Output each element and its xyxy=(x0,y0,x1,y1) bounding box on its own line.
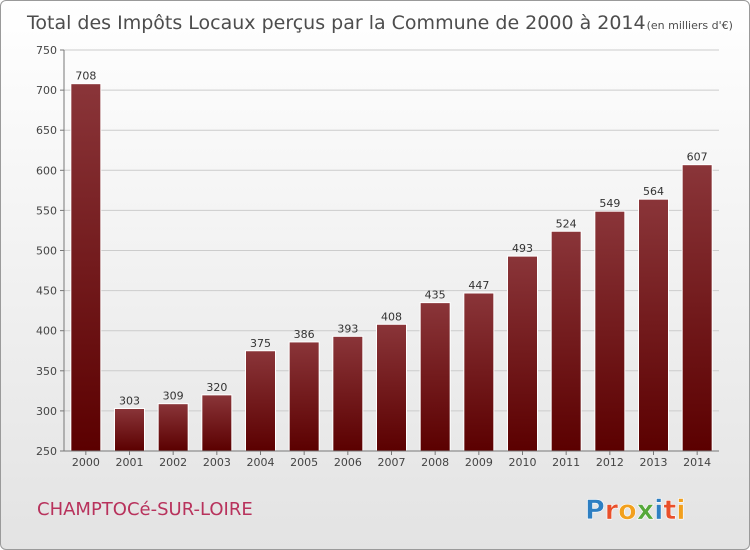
y-tick-label: 650 xyxy=(36,124,57,137)
value-label-2004: 375 xyxy=(250,337,271,350)
y-tick-label: 750 xyxy=(36,44,57,57)
x-tick-label-2006: 2006 xyxy=(334,456,362,469)
bar-2001 xyxy=(114,407,145,452)
bar-2005 xyxy=(288,341,320,452)
value-label-2005: 386 xyxy=(294,328,315,341)
y-tick-label: 350 xyxy=(36,365,57,378)
x-tick-label-2002: 2002 xyxy=(159,456,187,469)
value-label-2013: 564 xyxy=(643,185,664,198)
y-tick-label: 550 xyxy=(36,204,57,217)
x-tick-label-2014: 2014 xyxy=(683,456,711,469)
logo-letter: r xyxy=(605,495,619,526)
x-tick-label-2010: 2010 xyxy=(509,456,537,469)
x-tick-label-2007: 2007 xyxy=(378,456,406,469)
chart-title-main: Total des Impôts Locaux perçus par la Co… xyxy=(26,12,646,34)
logo-letter: i xyxy=(654,495,663,526)
x-tick-label-2000: 2000 xyxy=(72,456,100,469)
y-tick-label: 700 xyxy=(36,84,57,97)
bar-2010 xyxy=(507,255,538,452)
bar-2006 xyxy=(332,335,364,452)
bar-2007 xyxy=(376,323,407,452)
bar-2002 xyxy=(157,403,189,452)
x-axis: 2000 2001 2002 2003 2004 2005 2006 2007 2008 2009… xyxy=(64,450,719,469)
value-label-2007: 408 xyxy=(381,310,402,323)
value-label-2011: 524 xyxy=(556,217,577,230)
bar-2000 xyxy=(70,83,102,452)
logo-letter: P xyxy=(585,495,605,526)
bar-2014 xyxy=(681,164,713,452)
bar-2003 xyxy=(201,394,233,452)
y-axis: 250 300 350 400 450 500 550 600 650 700 750 xyxy=(36,44,65,458)
x-tick-label-2005: 2005 xyxy=(290,456,318,469)
bar-2013 xyxy=(638,198,669,452)
bar-2008 xyxy=(419,302,451,452)
bar-2009 xyxy=(463,292,495,452)
value-label-2000: 708 xyxy=(75,70,96,83)
value-label-2001: 303 xyxy=(119,394,140,407)
bars: 708 303 309 320 375 386 393 408 435 447 493 524 549 5… xyxy=(70,70,713,452)
y-tick-label: 300 xyxy=(36,405,57,418)
logo-letter: x xyxy=(637,495,654,526)
value-label-2010: 493 xyxy=(512,242,533,255)
x-tick-label-2003: 2003 xyxy=(203,456,231,469)
value-label-2002: 309 xyxy=(163,390,184,403)
y-tick-label: 600 xyxy=(36,164,57,177)
x-tick-label-2009: 2009 xyxy=(465,456,493,469)
y-tick-label: 400 xyxy=(36,325,57,338)
y-tick-label: 250 xyxy=(36,445,57,458)
value-label-2008: 435 xyxy=(425,289,446,302)
value-label-2003: 320 xyxy=(206,381,227,394)
logo-letter: i xyxy=(676,495,685,526)
chart-title-unit: (en milliers d'€) xyxy=(647,19,733,32)
x-tick-label-2012: 2012 xyxy=(596,456,624,469)
bar-2012 xyxy=(594,210,626,452)
value-label-2012: 549 xyxy=(599,197,620,210)
x-tick-label-2008: 2008 xyxy=(421,456,449,469)
value-label-2009: 447 xyxy=(468,279,489,292)
x-tick-label-2001: 2001 xyxy=(116,456,144,469)
x-tick-label-2011: 2011 xyxy=(552,456,580,469)
value-label-2014: 607 xyxy=(687,151,708,164)
y-tick-label: 450 xyxy=(36,285,57,298)
logo-letter: o xyxy=(618,495,637,526)
y-tick-label: 500 xyxy=(36,245,57,258)
chart-title: Total des Impôts Locaux perçus par la Co… xyxy=(26,12,733,34)
commune-name: CHAMPTOCé-SUR-LOIRE xyxy=(37,499,253,520)
logo-letter: t xyxy=(663,495,676,526)
bar-2011 xyxy=(550,230,582,452)
bar-2004 xyxy=(245,350,276,452)
x-tick-label-2004: 2004 xyxy=(247,456,275,469)
proxiti-logo: Proxiti xyxy=(585,495,686,526)
x-tick-label-2013: 2013 xyxy=(640,456,668,469)
value-label-2006: 393 xyxy=(337,322,358,335)
